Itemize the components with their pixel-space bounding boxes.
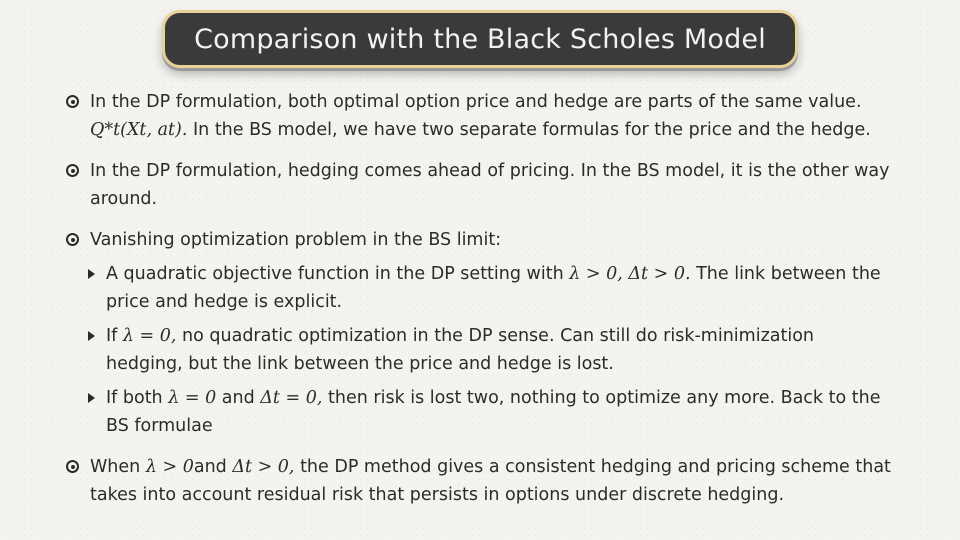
triangle-bullet-icon	[88, 269, 95, 279]
math-expression: Q*t(Xt, at).	[90, 120, 188, 140]
triangle-bullet-icon	[88, 393, 95, 403]
math-expression: λ > 0	[145, 457, 194, 477]
math-expression: Δt > 0,	[232, 457, 295, 477]
bullet-text: and	[193, 457, 233, 477]
circle-bullet-icon	[66, 95, 79, 108]
bullet-text: Vanishing optimization problem in the BS…	[90, 230, 502, 250]
sub-bullet-text: then risk is lost two, nothing to optimi…	[106, 388, 881, 436]
sub-bullet-1: A quadratic objective function in the DP…	[66, 260, 896, 316]
math-expression: Δt = 0,	[260, 388, 323, 408]
sub-bullet-text: If both	[106, 388, 169, 408]
bullet-text: In the DP formulation, hedging comes ahe…	[90, 161, 890, 209]
bullet-text: When	[90, 457, 146, 477]
sub-bullet-text: and	[216, 388, 261, 408]
math-expression: λ > 0, Δt > 0.	[569, 264, 691, 284]
title-banner: Comparison with the Black Scholes Model	[162, 10, 798, 68]
bullet-text: In the DP formulation, both optimal opti…	[90, 92, 862, 112]
math-expression: λ = 0,	[122, 326, 177, 346]
math-expression: λ = 0	[168, 388, 217, 408]
sub-bullet-text: no quadratic optimization in the DP sens…	[106, 326, 814, 374]
sub-bullet-3: If both λ = 0 and Δt = 0, then risk is l…	[66, 384, 896, 440]
circle-bullet-icon	[66, 164, 79, 177]
bullet-item-2: In the DP formulation, hedging comes ahe…	[66, 157, 896, 213]
bullet-item-1: In the DP formulation, both optimal opti…	[66, 88, 896, 144]
sub-bullet-text: If	[106, 326, 123, 346]
slide-body: In the DP formulation, both optimal opti…	[66, 88, 896, 522]
sub-bullet-2: If λ = 0, no quadratic optimization in t…	[66, 322, 896, 378]
sub-bullet-text: A quadratic objective function in the DP…	[106, 264, 570, 284]
bullet-item-4: When λ > 0and Δt > 0, the DP method give…	[66, 453, 896, 509]
slide-title: Comparison with the Black Scholes Model	[194, 23, 766, 55]
circle-bullet-icon	[66, 460, 79, 473]
circle-bullet-icon	[66, 233, 79, 246]
triangle-bullet-icon	[88, 331, 95, 341]
bullet-text: In the BS model, we have two separate fo…	[187, 120, 871, 140]
bullet-item-3: Vanishing optimization problem in the BS…	[66, 226, 896, 254]
bullet-text: the DP method gives a consistent hedging…	[90, 457, 891, 505]
sub-bullet-text: The link between the price and hedge is …	[106, 264, 881, 312]
